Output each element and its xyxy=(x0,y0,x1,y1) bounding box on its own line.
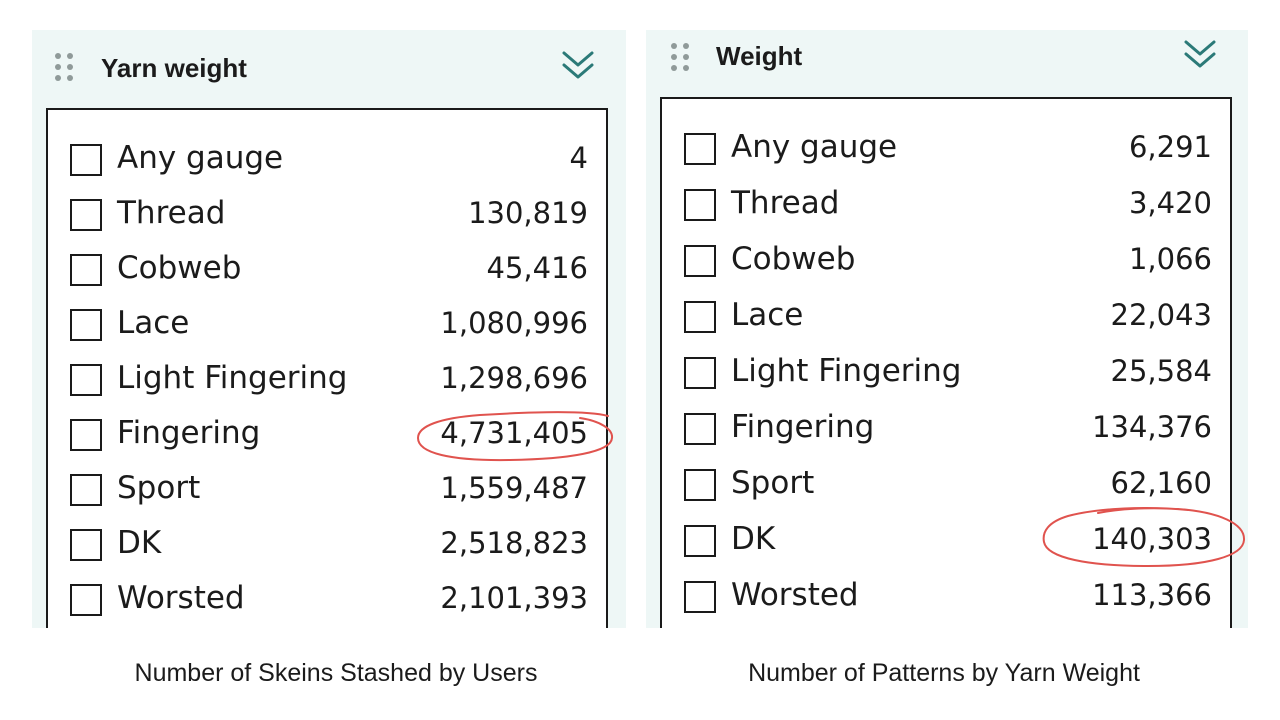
checkbox[interactable] xyxy=(70,254,102,286)
checkbox[interactable] xyxy=(70,584,102,616)
option-row-worsted[interactable]: Worsted 2,101,393 xyxy=(48,576,606,628)
option-count: 2,101,393 xyxy=(440,581,588,615)
option-label: Lace xyxy=(731,297,804,333)
checkbox[interactable] xyxy=(684,413,716,445)
weight-options-list: Any gauge 4 Thread 130,819 Cobweb 45,416… xyxy=(46,108,608,628)
option-row-any-gauge[interactable]: Any gauge 6,291 xyxy=(662,125,1230,180)
option-label: Worsted xyxy=(117,580,245,616)
option-label: Fingering xyxy=(731,409,875,445)
option-row-dk[interactable]: DK 140,303 xyxy=(662,517,1230,572)
checkbox[interactable] xyxy=(684,357,716,389)
checkbox[interactable] xyxy=(684,469,716,501)
panel-title: Yarn weight xyxy=(101,53,247,83)
option-row-thread[interactable]: Thread 3,420 xyxy=(662,181,1230,236)
option-count: 140,303 xyxy=(1092,522,1212,556)
option-row-thread[interactable]: Thread 130,819 xyxy=(48,191,606,246)
option-row-sport[interactable]: Sport 62,160 xyxy=(662,461,1230,516)
option-row-light-fingering[interactable]: Light Fingering 1,298,696 xyxy=(48,356,606,411)
option-label: Any gauge xyxy=(117,140,284,176)
option-count: 1,559,487 xyxy=(440,471,588,505)
option-count: 1,080,996 xyxy=(440,306,588,340)
option-label: Sport xyxy=(117,470,201,506)
checkbox[interactable] xyxy=(684,133,716,165)
checkbox[interactable] xyxy=(684,189,716,221)
checkbox[interactable] xyxy=(70,144,102,176)
option-label: Light Fingering xyxy=(117,360,348,396)
double-chevron-down-icon[interactable] xyxy=(1182,38,1218,72)
option-row-worsted[interactable]: Worsted 113,366 xyxy=(662,573,1230,628)
option-label: Lace xyxy=(117,305,190,341)
weight-options-list: Any gauge 6,291 Thread 3,420 Cobweb 1,06… xyxy=(660,97,1232,628)
option-count: 2,518,823 xyxy=(440,526,588,560)
option-count: 4 xyxy=(569,141,588,175)
option-row-cobweb[interactable]: Cobweb 45,416 xyxy=(48,246,606,301)
panel-header: Yarn weight xyxy=(32,30,626,104)
option-row-fingering[interactable]: Fingering 4,731,405 xyxy=(48,411,606,466)
option-row-dk[interactable]: DK 2,518,823 xyxy=(48,521,606,576)
checkbox[interactable] xyxy=(684,245,716,277)
checkbox[interactable] xyxy=(70,309,102,341)
option-count: 22,043 xyxy=(1110,298,1212,332)
option-row-cobweb[interactable]: Cobweb 1,066 xyxy=(662,237,1230,292)
checkbox[interactable] xyxy=(684,581,716,613)
option-row-light-fingering[interactable]: Light Fingering 25,584 xyxy=(662,349,1230,404)
checkbox[interactable] xyxy=(70,474,102,506)
checkbox[interactable] xyxy=(684,301,716,333)
option-row-lace[interactable]: Lace 22,043 xyxy=(662,293,1230,348)
option-label: Cobweb xyxy=(117,250,242,286)
option-count: 6,291 xyxy=(1128,130,1212,164)
option-label: Light Fingering xyxy=(731,353,962,389)
option-row-lace[interactable]: Lace 1,080,996 xyxy=(48,301,606,356)
figure-caption: Number of Patterns by Yarn Weight xyxy=(748,659,1140,687)
option-label: Cobweb xyxy=(731,241,856,277)
checkbox[interactable] xyxy=(684,525,716,557)
figure-caption: Number of Skeins Stashed by Users xyxy=(134,659,538,687)
option-label: Sport xyxy=(731,465,815,501)
option-label: Fingering xyxy=(117,415,261,451)
checkbox[interactable] xyxy=(70,419,102,451)
option-count: 62,160 xyxy=(1110,466,1212,500)
panel-title: Weight xyxy=(716,41,803,71)
double-chevron-down-icon[interactable] xyxy=(560,49,596,83)
option-row-any-gauge[interactable]: Any gauge 4 xyxy=(48,136,606,191)
option-label: Thread xyxy=(117,195,226,231)
option-count: 3,420 xyxy=(1128,186,1212,220)
weight-filter-panel: Weight Any gauge 6,291 Thread 3,420 Cobw… xyxy=(646,30,1248,628)
option-count: 1,298,696 xyxy=(440,361,588,395)
option-row-sport[interactable]: Sport 1,559,487 xyxy=(48,466,606,521)
option-count: 1,066 xyxy=(1128,242,1212,276)
drag-handle-icon[interactable] xyxy=(668,40,692,74)
option-label: DK xyxy=(117,525,162,561)
drag-handle-icon[interactable] xyxy=(52,50,76,84)
option-count: 134,376 xyxy=(1092,410,1212,444)
option-label: Worsted xyxy=(731,577,859,613)
yarn-weight-filter-panel: Yarn weight Any gauge 4 Thread 130,819 C… xyxy=(32,30,626,628)
option-count: 113,366 xyxy=(1092,578,1212,612)
option-count: 45,416 xyxy=(486,251,588,285)
checkbox[interactable] xyxy=(70,529,102,561)
option-label: Thread xyxy=(731,185,840,221)
option-count: 130,819 xyxy=(468,196,588,230)
checkbox[interactable] xyxy=(70,364,102,396)
option-row-fingering[interactable]: Fingering 134,376 xyxy=(662,405,1230,460)
checkbox[interactable] xyxy=(70,199,102,231)
option-count: 25,584 xyxy=(1110,354,1212,388)
option-label: DK xyxy=(731,521,776,557)
panel-header: Weight xyxy=(646,30,1248,86)
option-count: 4,731,405 xyxy=(440,416,588,450)
option-label: Any gauge xyxy=(731,129,898,165)
